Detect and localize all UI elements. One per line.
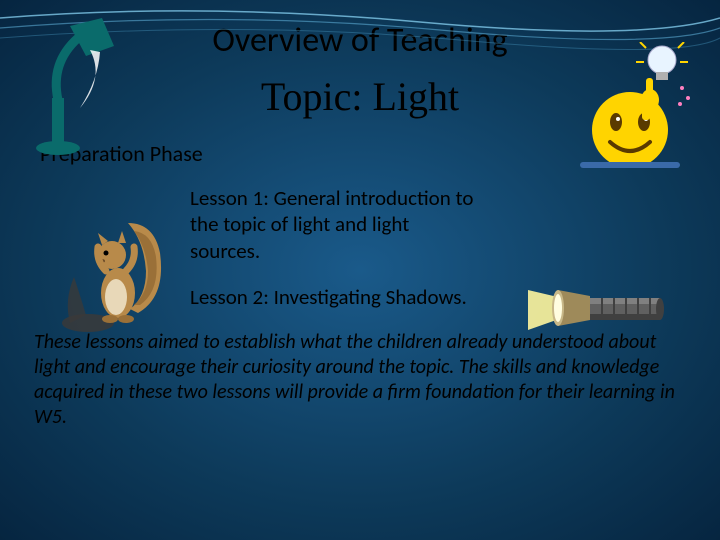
slide-container: Overview of Teaching Topic: Light Prepar… bbox=[0, 0, 720, 540]
flashlight-icon bbox=[518, 260, 678, 350]
lessons-block: Lesson 1: General introduction to the to… bbox=[190, 185, 480, 310]
lesson-1-text: Lesson 1: General introduction to the to… bbox=[190, 185, 480, 264]
desk-lamp-icon bbox=[30, 8, 120, 158]
squirrel-shadow-icon bbox=[60, 205, 170, 340]
smiley-lightbulb-icon bbox=[572, 42, 692, 172]
lesson-2-text: Lesson 2: Investigating Shadows. bbox=[190, 284, 480, 310]
